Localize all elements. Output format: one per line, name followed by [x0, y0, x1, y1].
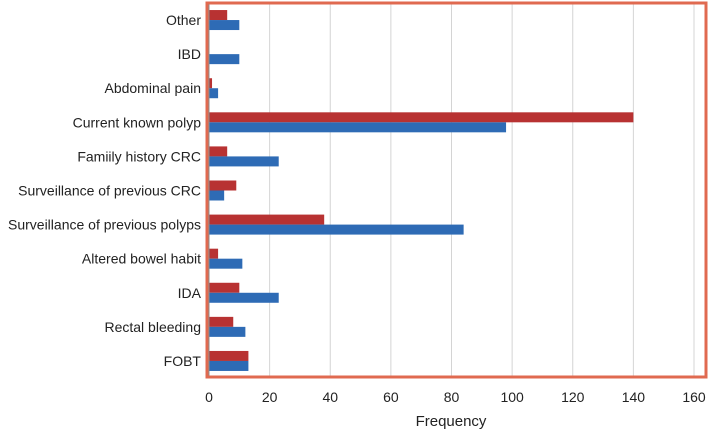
bar — [209, 282, 240, 293]
bar — [209, 112, 634, 123]
bar — [209, 156, 279, 167]
bar — [209, 350, 249, 361]
category-label: Altered bowel habit — [82, 251, 201, 267]
bar — [209, 316, 234, 327]
x-tick-label: 80 — [444, 389, 460, 405]
plot-frame — [205, 1, 708, 379]
x-tick-label: 100 — [500, 389, 524, 405]
x-tick-label: 160 — [682, 389, 706, 405]
category-label: Current known polyp — [73, 114, 202, 130]
category-label: IBD — [178, 46, 201, 62]
grid-lines — [269, 3, 695, 378]
x-tick-label: 120 — [561, 389, 585, 405]
bar — [209, 360, 249, 371]
bar — [209, 224, 464, 235]
category-label: IDA — [178, 285, 202, 301]
category-label: Other — [166, 12, 201, 28]
category-label: Surveillance of previous polyps — [8, 217, 201, 233]
bar — [209, 20, 240, 31]
bar — [209, 122, 507, 133]
category-labels: Other IBD Abdominal pain Current known poly… — [8, 12, 202, 369]
bar — [209, 326, 246, 337]
bar — [209, 180, 237, 191]
category-label: Surveillance of previous CRC — [18, 183, 201, 199]
x-tick-labels: 0 20 40 60 80 100 120 140 160 — [205, 389, 706, 405]
bar — [209, 88, 219, 99]
x-tick-label: 40 — [322, 389, 338, 405]
x-tick-label: 60 — [383, 389, 399, 405]
category-label: Rectal bleeding — [104, 319, 201, 335]
bar — [209, 78, 213, 89]
bar — [209, 10, 228, 21]
bar — [209, 248, 219, 259]
category-label: Abdominal pain — [104, 80, 201, 96]
x-tick-label: 140 — [622, 389, 646, 405]
bar — [209, 190, 225, 201]
x-tick-label: 0 — [205, 389, 213, 405]
bar — [209, 146, 228, 157]
category-label: FOBT — [164, 353, 202, 369]
bar — [209, 258, 243, 269]
x-axis-label: Frequency — [416, 413, 487, 430]
bar — [209, 54, 240, 65]
category-label: Famiily history CRC — [77, 148, 201, 164]
bar — [209, 214, 325, 225]
x-tick-label: 20 — [262, 389, 278, 405]
bar — [209, 292, 279, 303]
bar-series — [209, 10, 634, 371]
